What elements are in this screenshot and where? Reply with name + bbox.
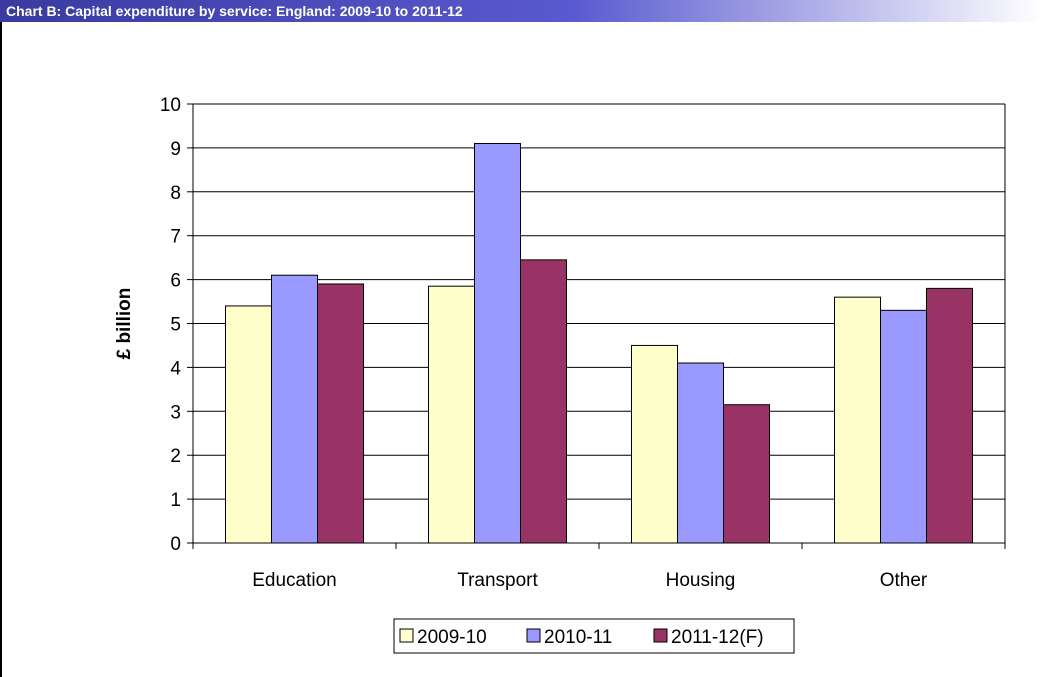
bar-housing-2009-10: [631, 344, 678, 544]
bar-transport-2009-10: [428, 285, 475, 544]
y-tick-label: 5: [170, 315, 181, 336]
x-tick-label: Other: [880, 570, 928, 591]
y-tick-label: 10: [160, 95, 181, 116]
legend-label: 2010-11: [544, 627, 612, 648]
y-tick-label: 8: [170, 183, 181, 204]
y-tick-label: 2: [170, 446, 181, 467]
y-tick-label: 9: [170, 139, 181, 160]
left-border: [0, 22, 2, 677]
legend-swatch: [399, 628, 414, 643]
y-tick-label: 7: [170, 227, 181, 248]
y-tick-label: 4: [170, 358, 181, 379]
legend-swatch: [526, 628, 541, 643]
bar-housing-2010-11: [677, 362, 724, 544]
legend-box: [393, 618, 795, 654]
y-tick-label: 0: [170, 534, 181, 555]
bar-education-2011-12-f: [317, 283, 364, 544]
bar-education-2009-10: [225, 305, 272, 544]
bar-transport-2011-12-f: [520, 259, 567, 544]
y-tick-label: 6: [170, 271, 181, 292]
bar-other-2011-12-f: [926, 287, 973, 544]
bar-education-2010-11: [271, 274, 318, 544]
x-tick-label: Housing: [666, 570, 736, 591]
legend-label: 2009-10: [417, 627, 487, 648]
bar-other-2010-11: [880, 309, 927, 544]
x-tick-label: Education: [252, 570, 337, 591]
x-tick-label: Transport: [457, 570, 538, 591]
y-tick-label: 3: [170, 402, 181, 423]
y-axis-title: £ billion: [114, 288, 135, 360]
bar-transport-2010-11: [474, 143, 521, 544]
title-bar: Chart B: Capital expenditure by service:…: [0, 0, 1043, 22]
bar-other-2009-10: [834, 296, 881, 544]
bar-housing-2011-12-f: [723, 404, 770, 544]
legend-swatch: [653, 628, 668, 643]
legend-label: 2011-12(F): [671, 627, 764, 648]
chart-title: Chart B: Capital expenditure by service:…: [6, 3, 463, 19]
y-tick-label: 1: [170, 490, 181, 511]
